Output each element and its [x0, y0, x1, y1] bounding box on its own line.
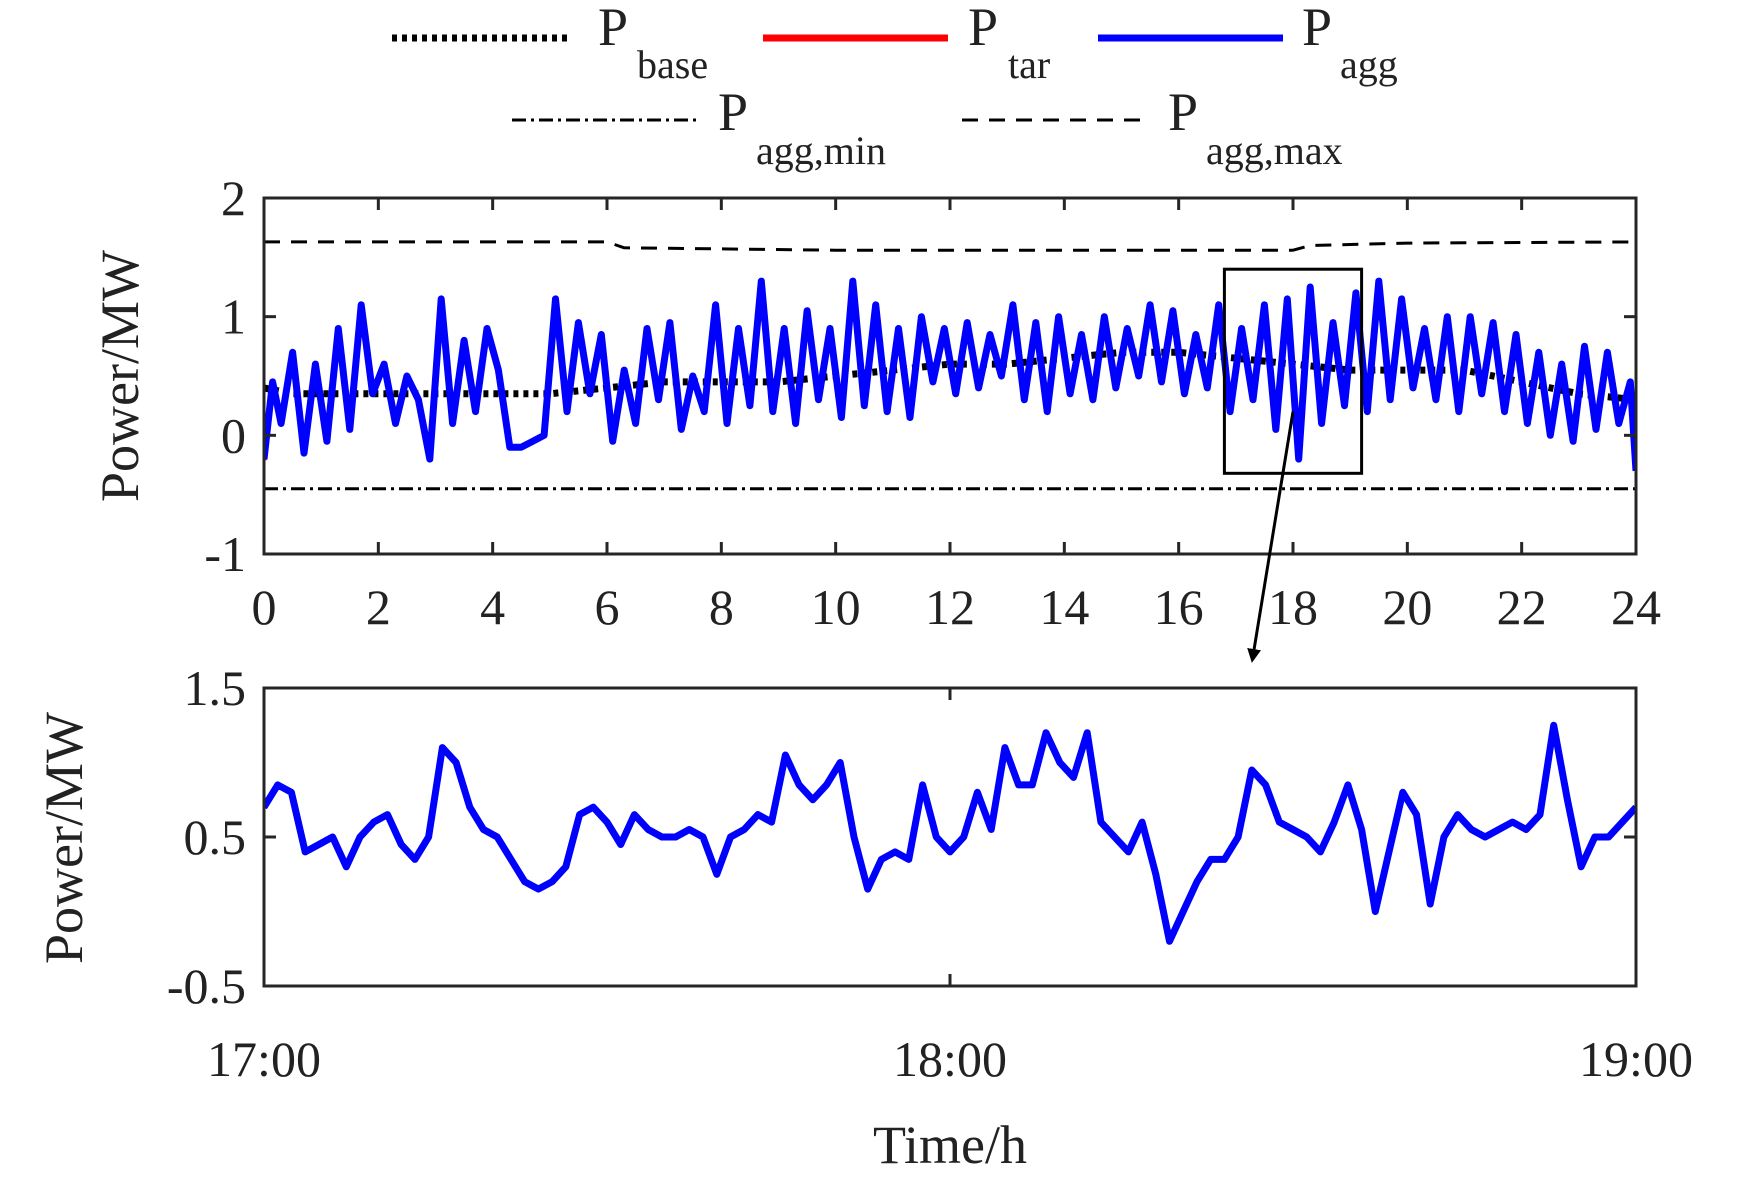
legend-entry-base: P base: [392, 0, 708, 87]
bottom-plot-frame: [262, 686, 1638, 988]
chart0-y-tick-label: 1: [221, 289, 246, 345]
chart0-x-tick-label: 14: [1039, 579, 1089, 635]
chart0-series-p-agg-max: [264, 240, 1636, 252]
legend-label-base: P: [598, 0, 628, 57]
chart0-x-tick-label: 22: [1497, 579, 1547, 635]
legend-label-target: P: [968, 0, 998, 57]
bottom-axes: 17:00 18:00 19:00 -0.5 0.5 1.5: [167, 660, 1693, 1087]
chart0-x-tick-label: 24: [1611, 579, 1661, 635]
legend-label-min: P: [718, 82, 748, 142]
chart1-y-tick-label: 1.5: [184, 660, 247, 716]
legend-entry-aggregate: P agg: [1098, 0, 1398, 87]
bottom-series-group: [264, 721, 1636, 945]
chart1-y-tick-label: 0.5: [184, 809, 247, 865]
chart0-x-tick-label: 6: [595, 579, 620, 635]
chart0-x-tick-label: 2: [366, 579, 391, 635]
chart1-y-tick-label: -0.5: [167, 958, 246, 1014]
top-series-group: [264, 240, 1636, 491]
chart0-y-tick-label: 0: [221, 407, 246, 463]
legend-entry-target: P tar: [763, 0, 1050, 87]
legend: P base P tar P agg P agg,min P agg,max: [392, 0, 1398, 173]
chart0-x-tick-label: 12: [925, 579, 975, 635]
chart1-x-tick-label: 17:00: [207, 1031, 321, 1087]
bottom-y-axis-title: Power/MW: [34, 712, 94, 964]
zoom-box: [1222, 267, 1364, 475]
legend-label-aggregate: P: [1302, 0, 1332, 57]
top-y-axis-title: Power/MW: [90, 250, 150, 502]
x-axis-title: Time/h: [873, 1115, 1027, 1175]
bottom-chart: 17:00 18:00 19:00 -0.5 0.5 1.5 Power/MW Time/…: [34, 660, 1693, 1175]
chart0-x-tick-label: 16: [1154, 579, 1204, 635]
zoom-annotation: [1222, 267, 1364, 663]
chart0-x-tick-label: 8: [709, 579, 734, 635]
legend-entry-min: P agg,min: [512, 82, 886, 173]
zoom-arrow: [1247, 411, 1295, 663]
chart0-x-tick-label: 4: [480, 579, 505, 635]
legend-sub-base: base: [637, 42, 708, 87]
chart0-x-tick-label: 0: [252, 579, 277, 635]
legend-sub-max: agg,max: [1206, 128, 1343, 173]
legend-sub-min: agg,min: [756, 128, 886, 173]
chart0-x-tick-label: 10: [811, 579, 861, 635]
legend-entry-max: P agg,max: [962, 82, 1343, 173]
chart1-x-tick-label: 19:00: [1579, 1031, 1693, 1087]
chart0-y-tick-label: 2: [221, 170, 246, 226]
chart0-series-p-agg: [264, 277, 1636, 472]
chart0-y-tick-label: -1: [204, 526, 246, 582]
chart0-x-tick-label: 20: [1382, 579, 1432, 635]
chart1-series-p-tar: [264, 724, 1636, 945]
legend-sub-aggregate: agg: [1340, 42, 1398, 87]
chart1-series-p-agg: [264, 721, 1636, 945]
legend-label-max: P: [1168, 82, 1198, 142]
chart1-x-tick-label: 18:00: [893, 1031, 1007, 1087]
chart0-x-tick-label: 18: [1268, 579, 1318, 635]
legend-sub-target: tar: [1008, 42, 1050, 87]
